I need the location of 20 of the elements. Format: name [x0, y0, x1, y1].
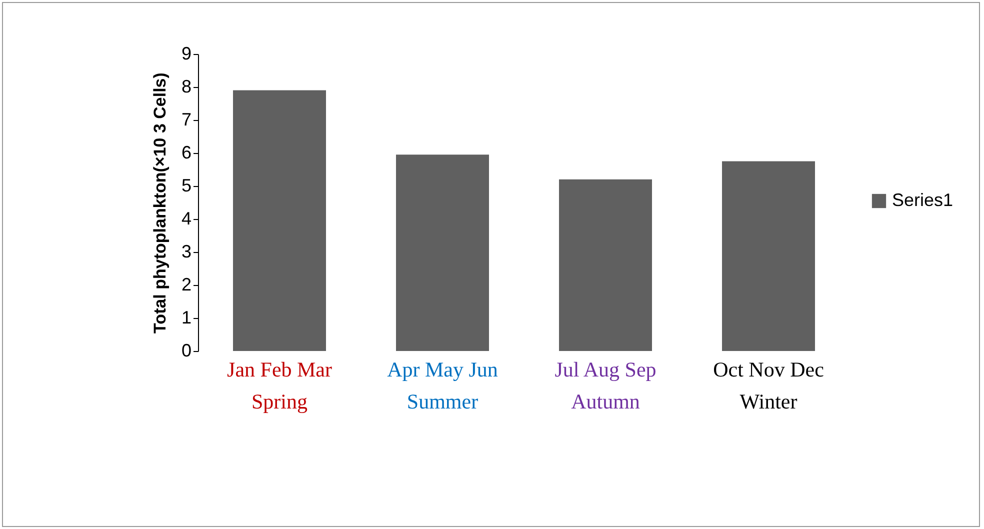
bar — [559, 179, 652, 351]
x-tick-label: Apr May Jun Summer — [387, 358, 498, 414]
bar — [233, 90, 326, 351]
legend-label: Series1 — [892, 190, 954, 210]
y-tick-label: 7 — [181, 110, 192, 130]
y-tick-label: 4 — [181, 208, 192, 228]
y-axis-title: Total phytoplankton(×10 3 Cells) — [150, 72, 170, 334]
y-tick-label: 5 — [181, 176, 192, 196]
y-tick-label: 9 — [181, 44, 192, 64]
y-tick-label: 0 — [181, 340, 192, 360]
y-tick-label: 1 — [181, 308, 192, 328]
y-tick-label: 3 — [181, 242, 192, 262]
y-tick-label: 2 — [181, 274, 192, 294]
x-tick-label: Jan Feb Mar Spring — [227, 358, 332, 414]
bar — [396, 154, 489, 351]
x-tick-label: Jul Aug Sep Autumn — [554, 358, 656, 414]
y-tick-label: 6 — [181, 142, 192, 162]
y-tick-label: 8 — [181, 76, 192, 96]
x-tick-label: Oct Nov Dec Winter — [713, 358, 824, 414]
bar — [722, 161, 815, 351]
